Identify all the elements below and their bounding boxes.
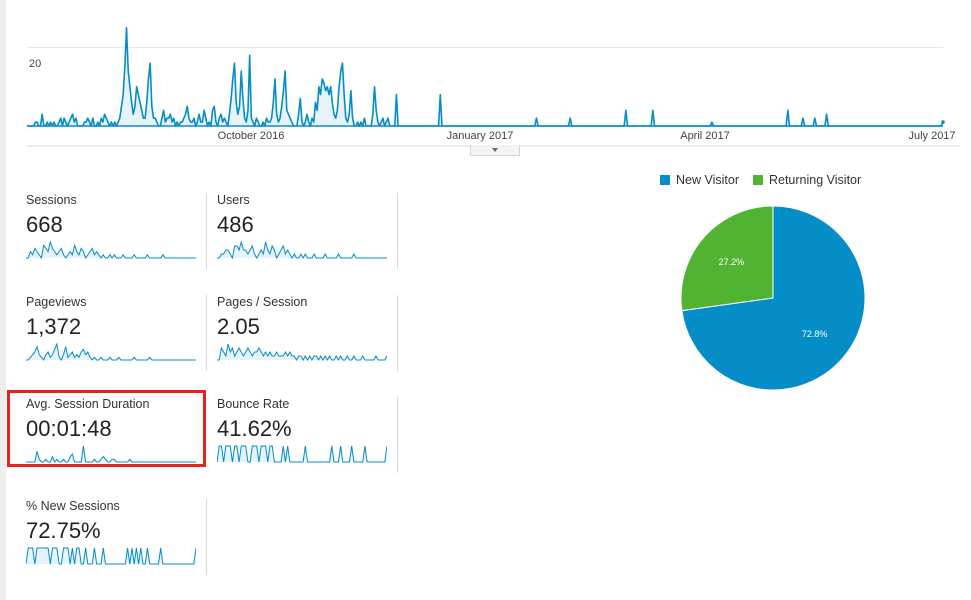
sparkline-area	[26, 242, 196, 258]
metric-label: Pages / Session	[217, 295, 308, 309]
metric-users[interactable]: Users 486	[217, 193, 398, 269]
sparkline	[26, 342, 196, 361]
sparkline-line	[26, 547, 196, 565]
metric-value: 72.75%	[26, 518, 101, 543]
left-border	[0, 0, 6, 600]
metric-bounce-rate[interactable]: Bounce Rate 41.62%	[217, 397, 398, 473]
legend-item-new-visitor[interactable]: New Visitor	[660, 173, 739, 187]
pie-slice-label: 27.2%	[719, 257, 745, 267]
sparkline-line	[26, 240, 196, 259]
y-tick-label: 20	[29, 58, 42, 70]
metric-pages-per-session[interactable]: Pages / Session 2.05	[217, 295, 398, 371]
x-tick-label: January 2017	[446, 130, 514, 142]
metric-label: Avg. Session Duration	[26, 397, 150, 411]
divider	[397, 193, 398, 269]
sparkline-area	[26, 344, 196, 360]
legend-label: Returning Visitor	[768, 173, 862, 187]
sparkline-area	[217, 446, 387, 462]
legend-swatch	[752, 175, 763, 185]
pie-legend: New Visitor Returning Visitor	[660, 173, 861, 187]
sparkline-line	[217, 445, 387, 463]
metric-label: Users	[217, 193, 250, 207]
metric-value: 668	[26, 212, 63, 237]
x-tick-label: April 2017	[680, 130, 730, 142]
metric-new-sessions[interactable]: % New Sessions 72.75%	[26, 499, 207, 575]
divider	[206, 499, 207, 575]
visitor-type-pie-chart: 72.8% 27.2%	[680, 205, 866, 391]
sparkline	[217, 445, 387, 463]
series-line	[27, 27, 944, 127]
sparkline-line	[217, 343, 387, 361]
pie-slice-returning-visitor[interactable]	[680, 205, 774, 312]
metric-value: 1,372	[26, 314, 82, 339]
divider	[397, 397, 398, 473]
sparkline	[26, 547, 196, 565]
divider	[206, 295, 207, 371]
metric-value: 41.62%	[217, 416, 292, 441]
sparkline-line	[26, 342, 196, 361]
metric-value: 00:01:48	[26, 416, 112, 441]
legend-swatch	[660, 175, 670, 185]
sparkline-area	[217, 344, 387, 360]
pie-slice-label: 72.8%	[802, 329, 828, 339]
legend-item-returning-visitor[interactable]: Returning Visitor	[752, 173, 862, 187]
highlight-annotation-box	[7, 390, 206, 467]
sparkline	[217, 343, 387, 361]
x-tick-label: July 2017	[908, 130, 956, 142]
sparkline	[217, 240, 387, 259]
data-point	[941, 120, 945, 124]
metric-label: Bounce Rate	[217, 397, 290, 411]
metric-avg-session-duration[interactable]: Avg. Session Duration 00:01:48	[26, 397, 206, 473]
legend-label: New Visitor	[676, 173, 739, 187]
metric-label: % New Sessions	[26, 499, 120, 513]
divider	[397, 295, 398, 371]
chevron-down-icon	[492, 148, 498, 152]
range-slider-handle[interactable]	[470, 145, 520, 156]
divider	[206, 193, 207, 269]
sparkline-line	[26, 445, 196, 463]
metric-label: Pageviews	[26, 295, 87, 309]
metric-sessions[interactable]: Sessions 668	[26, 193, 207, 269]
metric-pageviews[interactable]: Pageviews 1,372	[26, 295, 207, 371]
x-tick-label: October 2016	[217, 130, 285, 142]
metric-label: Sessions	[26, 193, 77, 207]
sparkline-line	[217, 240, 387, 259]
sparkline	[26, 240, 196, 259]
sparkline	[26, 445, 196, 463]
metric-value: 486	[217, 212, 254, 237]
metric-value: 2.05	[217, 314, 260, 339]
